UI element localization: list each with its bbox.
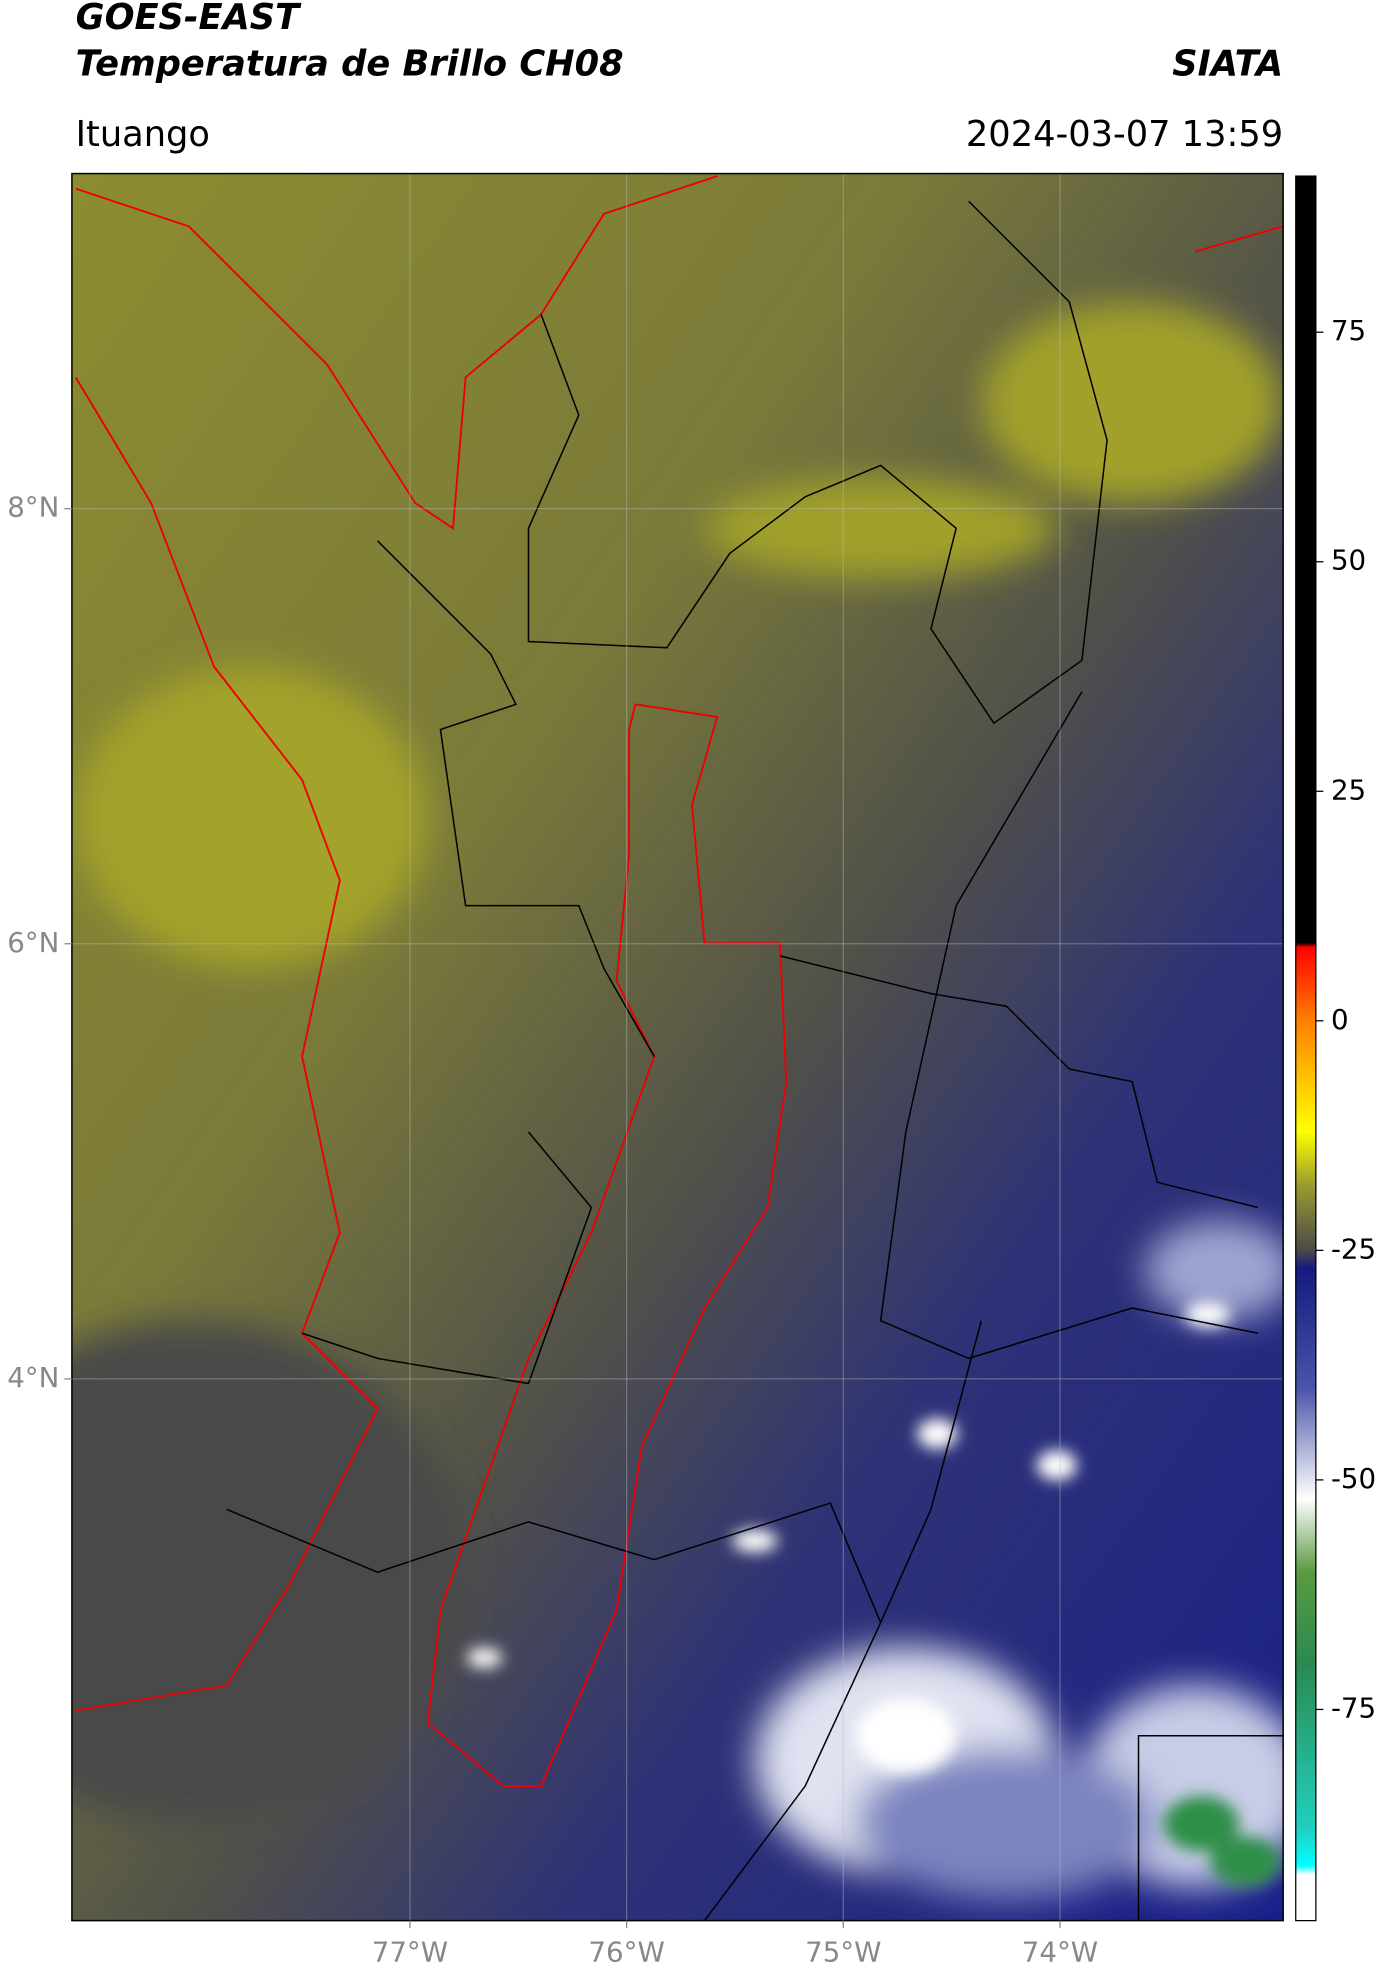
x-tick-label: 77°W [372, 1935, 448, 1968]
map-grid [71, 173, 1284, 1921]
subtitle: Temperatura de Brillo CH08 [76, 43, 624, 84]
map-imagery [71, 173, 1284, 1921]
title: GOES-EAST [76, 0, 302, 38]
colorbar-tick-label: -75 [1331, 1691, 1376, 1724]
colorbar-tick-label: -50 [1331, 1462, 1376, 1495]
colorbar-tick-label: 0 [1331, 1003, 1349, 1036]
x-tick-label: 75°W [805, 1935, 881, 1968]
location: Ituango [76, 114, 210, 155]
source: SIATA [1172, 43, 1283, 84]
colorbar-tick-label: 50 [1331, 544, 1366, 577]
colorbar [1295, 175, 1317, 1922]
x-tick-label: 74°W [1022, 1935, 1098, 1968]
y-tick-label: 4°N [7, 1361, 59, 1394]
colorbar-tick-label: 75 [1331, 314, 1366, 347]
colorbar-tick-label: -25 [1331, 1232, 1376, 1265]
colorbar-tick-label: 25 [1331, 773, 1366, 806]
y-tick-label: 6°N [7, 926, 59, 959]
datetime: 2024-03-07 13:59 [966, 114, 1283, 155]
map-frame [71, 172, 1284, 1922]
y-tick-label: 8°N [7, 491, 59, 524]
x-tick-label: 76°W [588, 1935, 664, 1968]
